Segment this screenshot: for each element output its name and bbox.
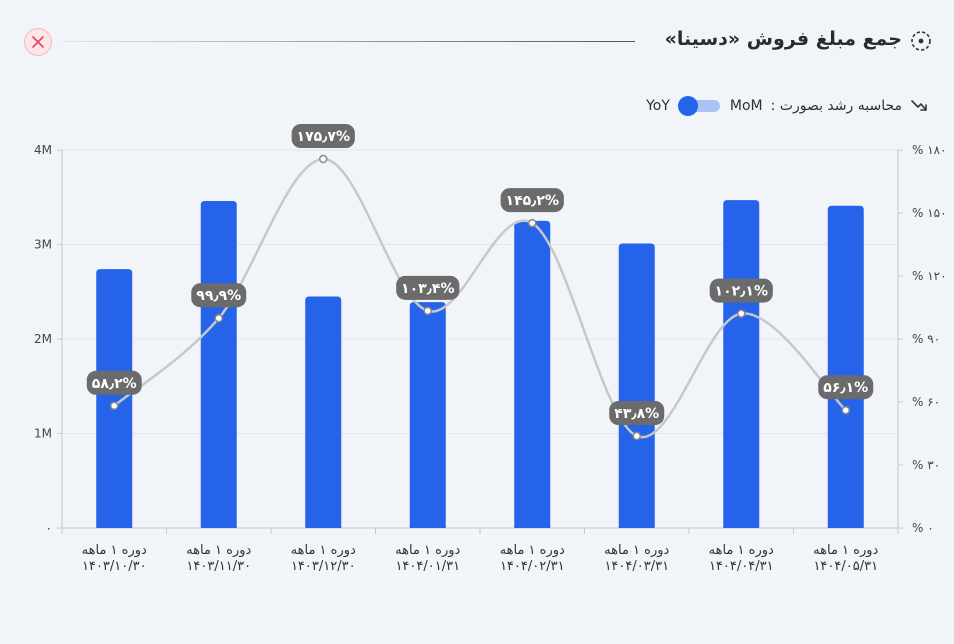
growth-label-bg [86, 370, 142, 395]
y-tick-label: 2M [34, 332, 52, 346]
growth-point [737, 309, 746, 318]
growth-point [319, 154, 328, 164]
bar [305, 296, 342, 528]
y-tick-label: 1M [34, 427, 52, 441]
bar [200, 201, 237, 528]
y2-tick-label: % ۱۲۰ [912, 269, 947, 283]
growth-label: ۱۰۲٫۱% [715, 284, 768, 300]
toggle-knob [677, 96, 698, 116]
close-icon [32, 36, 44, 48]
bar [409, 302, 446, 528]
y2-tick-label: % ۹۰ [912, 332, 940, 346]
y2-tick-label: % ۰ [912, 521, 934, 535]
growth-label: ۵۶٫۱% [823, 380, 868, 396]
bar [96, 269, 133, 528]
x-tick-label: دوره ۱ ماهه ۱۴۰۴/۰۱/۳۱ [395, 543, 460, 574]
growth-label: ۱۰۳٫۴% [401, 281, 454, 297]
growth-mode-toggle[interactable] [677, 96, 722, 116]
growth-point [110, 401, 119, 411]
growth-label-bg [500, 188, 564, 213]
growth-point [214, 313, 223, 323]
x-tick-label: دوره ۱ ماهه ۱۴۰۴/۰۳/۳۱ [604, 543, 669, 574]
y-tick-label: 3M [34, 238, 52, 252]
y2-tick-label: % ۳۰ [912, 458, 940, 472]
growth-label-bg [709, 278, 773, 303]
trending-icon [911, 100, 927, 111]
growth-label-bg [191, 283, 247, 308]
growth-label-bg [818, 375, 874, 400]
growth-mode-label: محاسبه رشد بصورت : [770, 98, 902, 114]
growth-label-bg [396, 275, 460, 300]
bar [618, 243, 655, 528]
growth-line [113, 157, 847, 439]
y-tick-label: 4M [34, 143, 52, 157]
growth-label: ۹۹٫۹% [196, 288, 241, 304]
x-tick-label: دوره ۱ ماهه ۱۴۰۴/۰۴/۳۱ [709, 543, 774, 574]
growth-label: ۱۴۵٫۲% [506, 193, 559, 209]
settings-dots-icon[interactable] [910, 30, 932, 52]
x-tick-label: دوره ۱ ماهه ۱۴۰۴/۰۲/۳۱ [500, 543, 565, 574]
growth-mode-control: YoY MoM محاسبه رشد بصورت : [646, 94, 928, 118]
close-button[interactable] [24, 28, 52, 56]
x-tick-label: دوره ۱ ماهه ۱۴۰۳/۱۲/۳۰ [291, 543, 356, 574]
growth-label-bg [609, 401, 665, 426]
bar [827, 205, 864, 528]
growth-label: ۱۷۵٫۷% [297, 129, 350, 145]
x-tick-label: دوره ۱ ماهه ۱۴۰۴/۰۵/۳۱ [813, 543, 878, 574]
growth-label-bg [291, 124, 355, 149]
growth-label: ۴۳٫۸% [614, 406, 659, 422]
x-tick-label: دوره ۱ ماهه ۱۴۰۳/۱۰/۳۰ [82, 543, 147, 574]
growth-label: ۵۸٫۲% [92, 376, 137, 392]
growth-point [632, 431, 641, 441]
y-tick-label: ۰ [46, 521, 52, 535]
bar [723, 200, 760, 528]
bar [514, 220, 551, 528]
mom-option[interactable]: MoM [729, 98, 763, 114]
y2-tick-label: % ۱۸۰ [912, 143, 947, 157]
y2-tick-label: % ۶۰ [912, 395, 940, 409]
y2-tick-label: % ۱۵۰ [912, 206, 947, 220]
growth-point [423, 306, 432, 316]
growth-point [841, 405, 850, 415]
title-divider [62, 41, 635, 42]
yoy-option[interactable]: YoY [646, 98, 670, 114]
growth-point [528, 218, 537, 228]
x-tick-label: دوره ۱ ماهه ۱۴۰۳/۱۱/۳۰ [186, 543, 251, 574]
chart-title: جمع مبلغ فروش «دسینا» [664, 28, 902, 50]
